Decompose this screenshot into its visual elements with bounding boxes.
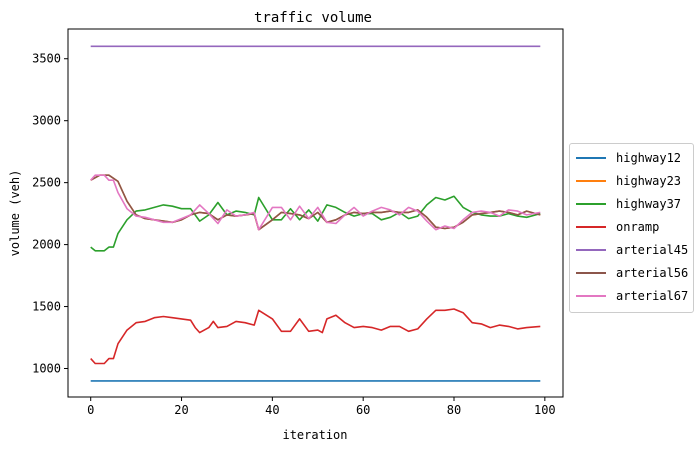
legend-label: highway37 — [616, 197, 682, 211]
y-tick-label: 2000 — [32, 238, 61, 252]
x-axis-ticks: 0 20 40 60 80 100 — [87, 397, 556, 417]
legend-label: arterial56 — [616, 266, 689, 280]
x-tick-label: 20 — [174, 403, 188, 417]
series-lines — [90, 45, 541, 382]
legend-label: onramp — [616, 220, 660, 234]
legend-label: arterial67 — [616, 289, 689, 303]
x-tick-label: 60 — [356, 403, 370, 417]
x-tick-label: 100 — [534, 403, 556, 417]
series-line-arterial56 — [90, 174, 541, 231]
plot-frame — [67, 28, 564, 398]
legend-item-highway12: highway12 — [576, 148, 681, 168]
legend-item-arterial45: arterial45 — [576, 240, 688, 260]
legend-swatch — [576, 180, 606, 182]
legend-label: highway23 — [616, 174, 682, 188]
y-tick-label: 1500 — [32, 300, 61, 314]
y-tick-label: 1000 — [32, 362, 61, 376]
x-tick-label: 40 — [265, 403, 279, 417]
legend-item-arterial67: arterial67 — [576, 286, 688, 306]
x-tick-label: 0 — [87, 403, 94, 417]
legend-item-highway37: highway37 — [576, 194, 681, 214]
legend-swatch — [576, 203, 606, 205]
y-tick-label: 3500 — [32, 52, 61, 66]
series-line-onramp — [90, 308, 541, 365]
series-line-arterial67 — [90, 174, 541, 231]
legend-label: highway12 — [616, 151, 682, 165]
legend-label: arterial45 — [616, 243, 689, 257]
series-line-highway37 — [90, 195, 541, 252]
y-axis-label: volume (veh) — [8, 170, 22, 257]
chart-title: traffic volume — [254, 10, 372, 26]
legend: highway12 highway23 highway37 onramp arteria… — [569, 143, 694, 313]
y-tick-label: 3000 — [32, 114, 61, 128]
legend-item-arterial56: arterial56 — [576, 263, 688, 283]
legend-swatch — [576, 295, 606, 297]
legend-item-highway23: highway23 — [576, 171, 681, 191]
legend-swatch — [576, 157, 606, 159]
x-axis-label: iteration — [282, 428, 347, 442]
legend-item-onramp: onramp — [576, 217, 659, 237]
x-tick-label: 80 — [447, 403, 461, 417]
y-axis-ticks: 1000 1500 2000 2500 3000 3500 — [32, 52, 68, 376]
legend-swatch — [576, 226, 606, 228]
y-tick-label: 2500 — [32, 176, 61, 190]
legend-swatch — [576, 272, 606, 274]
legend-swatch — [576, 249, 606, 251]
